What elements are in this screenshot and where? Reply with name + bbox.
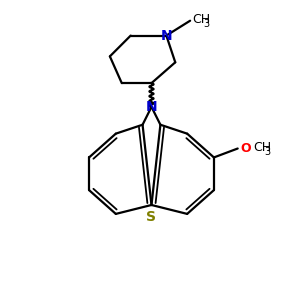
Text: CH: CH	[193, 13, 211, 26]
Text: 3: 3	[203, 19, 209, 29]
Text: 3: 3	[264, 147, 270, 157]
Text: S: S	[146, 210, 157, 224]
Text: N: N	[160, 28, 172, 43]
Text: CH: CH	[253, 141, 271, 154]
Text: N: N	[146, 100, 157, 114]
Text: O: O	[240, 142, 251, 155]
